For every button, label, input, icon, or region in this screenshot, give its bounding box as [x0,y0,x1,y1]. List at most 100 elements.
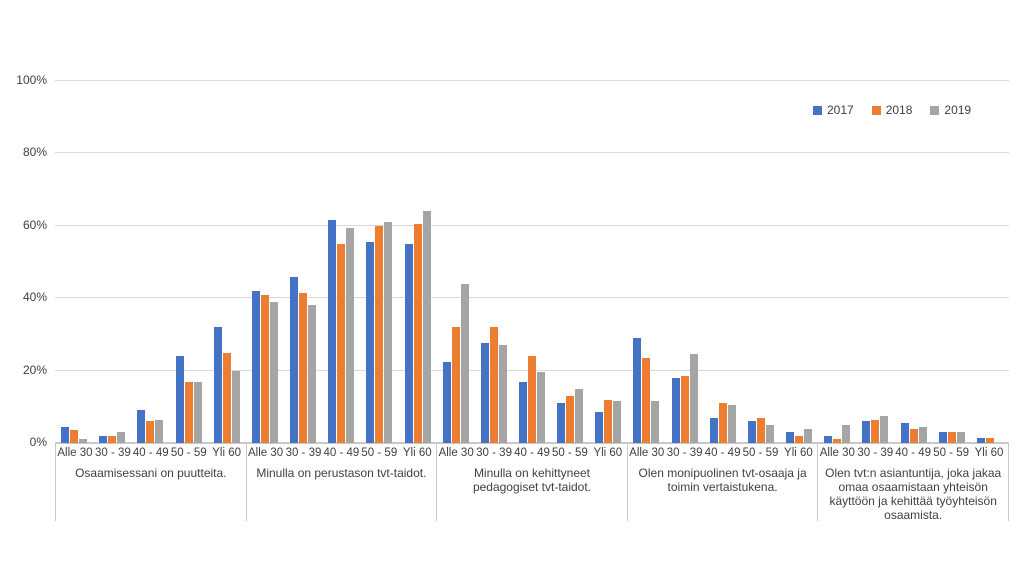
gridline-80% [55,152,1009,154]
bar-2019 [842,424,851,443]
bar-2018 [527,356,536,443]
bar-2017 [633,338,642,443]
bar-cluster [895,81,933,443]
bar-2017 [99,435,108,443]
bar-cluster [742,81,780,443]
bar-cluster [589,81,627,443]
y-axis-tick-label: 60% [22,217,47,232]
bar-2017 [709,417,718,443]
category-label: Yli 60 [593,447,623,459]
bar-2018 [642,357,651,443]
legend-item-2017: 2017 [813,103,854,117]
legend-item-2019: 2019 [930,103,971,117]
bar-2019 [651,401,660,443]
bar-2019 [193,381,202,443]
bar-cluster [666,81,704,443]
bar-cluster [208,81,246,443]
bar-2018 [680,376,689,443]
bar-2018 [833,439,842,443]
bar-2018 [451,327,460,443]
y-axis-tick-label: 20% [22,362,47,377]
bar-2019 [308,305,317,443]
category-label: 40 - 49 [132,447,169,459]
bar-2017 [938,432,947,443]
bar-cluster [818,81,856,443]
group-label: Olen monipuolinen tvt-osaaja ja toimin v… [638,466,807,495]
category-label: Alle 30 [819,447,855,459]
bar-2019 [918,426,927,443]
group-label: Minulla on kehittyneet pedagogiset tvt-t… [472,466,592,495]
category-label: 30 - 39 [285,447,322,459]
bar-2019 [956,432,965,443]
bar-cluster [780,81,818,443]
category-labels-row: Alle 30 30 - 39 40 - 49 50 - 59 Yli 60 [247,444,437,459]
category-label: Alle 30 [438,447,474,459]
category-label: 50 - 59 [361,447,398,459]
legend-item-2018: 2018 [871,103,912,117]
category-label: 30 - 39 [666,447,703,459]
bar-2018 [756,417,765,443]
category-axis: Alle 30 30 - 39 40 - 49 50 - 59 Yli 60 Osaami… [55,443,1009,521]
bar-group-1 [55,81,246,443]
bar-cluster [55,81,93,443]
axis-group-column-4: Alle 30 30 - 39 40 - 49 50 - 59 Yli 60 Olen m… [628,444,819,521]
bar-2018 [108,435,117,443]
axis-group-column-3: Alle 30 30 - 39 40 - 49 50 - 59 Yli 60 Minull… [437,444,628,521]
bar-2019 [269,301,278,443]
bar-2017 [137,410,146,443]
category-label: 30 - 39 [857,447,894,459]
axis-group-column-5: Alle 30 30 - 39 40 - 49 50 - 59 Yli 60 Olen t… [818,444,1009,521]
category-labels-row: Alle 30 30 - 39 40 - 49 50 - 59 Yli 60 [437,444,627,459]
gridline-40% [55,297,1009,299]
bar-2019 [727,405,736,443]
bar-2017 [366,242,375,443]
bar-cluster [360,81,398,443]
bar-groups [55,81,1009,443]
bar-2019 [79,439,88,443]
bar-cluster [246,81,284,443]
y-axis-tick-label: 100% [16,73,47,87]
bar-2017 [175,356,184,443]
category-label: 40 - 49 [895,447,932,459]
bar-2018 [146,421,155,443]
legend-label-2019: 2019 [944,103,972,117]
category-label: Yli 60 [402,447,432,459]
bar-2018 [375,225,384,443]
bar-cluster [971,81,1009,443]
legend-label-2017: 2017 [827,103,854,117]
bar-2018 [871,419,880,443]
category-labels-row: Alle 30 30 - 39 40 - 49 50 - 59 Yli 60 [818,444,1008,459]
bar-2019 [536,372,545,443]
bar-2019 [804,428,813,443]
y-axis-tick-label: 40% [22,290,47,305]
bar-cluster [169,81,207,443]
bar-cluster [93,81,131,443]
bar-2019 [689,354,698,443]
category-label: 40 - 49 [704,447,741,459]
bar-cluster [475,81,513,443]
category-labels-row: Alle 30 30 - 39 40 - 49 50 - 59 Yli 60 [56,444,246,459]
bar-2018 [337,243,346,443]
group-label: Olen tvt:n asiantuntija, joka jakaa omaa… [825,466,1002,521]
bar-cluster [513,81,551,443]
category-label: 40 - 49 [514,447,550,459]
category-label: Yli 60 [784,447,813,459]
gridline-100% [55,80,1009,81]
group-label: Minulla on perustason tvt-taidot. [256,466,427,480]
bar-2019 [460,283,469,443]
bar-2018 [299,292,308,443]
legend: 2017 2018 2019 [813,103,971,117]
category-label: Alle 30 [629,447,665,459]
legend-swatch-2018-icon [871,105,881,115]
bar-cluster [704,81,742,443]
bar-2017 [557,403,566,443]
axis-group-column-1: Alle 30 30 - 39 40 - 49 50 - 59 Yli 60 Osaami… [55,444,247,521]
bar-2018 [222,352,231,443]
y-axis-tick-label: 80% [22,145,47,160]
bar-2017 [976,437,985,443]
bar-2018 [604,399,613,443]
bar-2019 [384,222,393,443]
y-axis-tick-label: 0% [29,435,47,449]
bar-2019 [880,415,889,443]
